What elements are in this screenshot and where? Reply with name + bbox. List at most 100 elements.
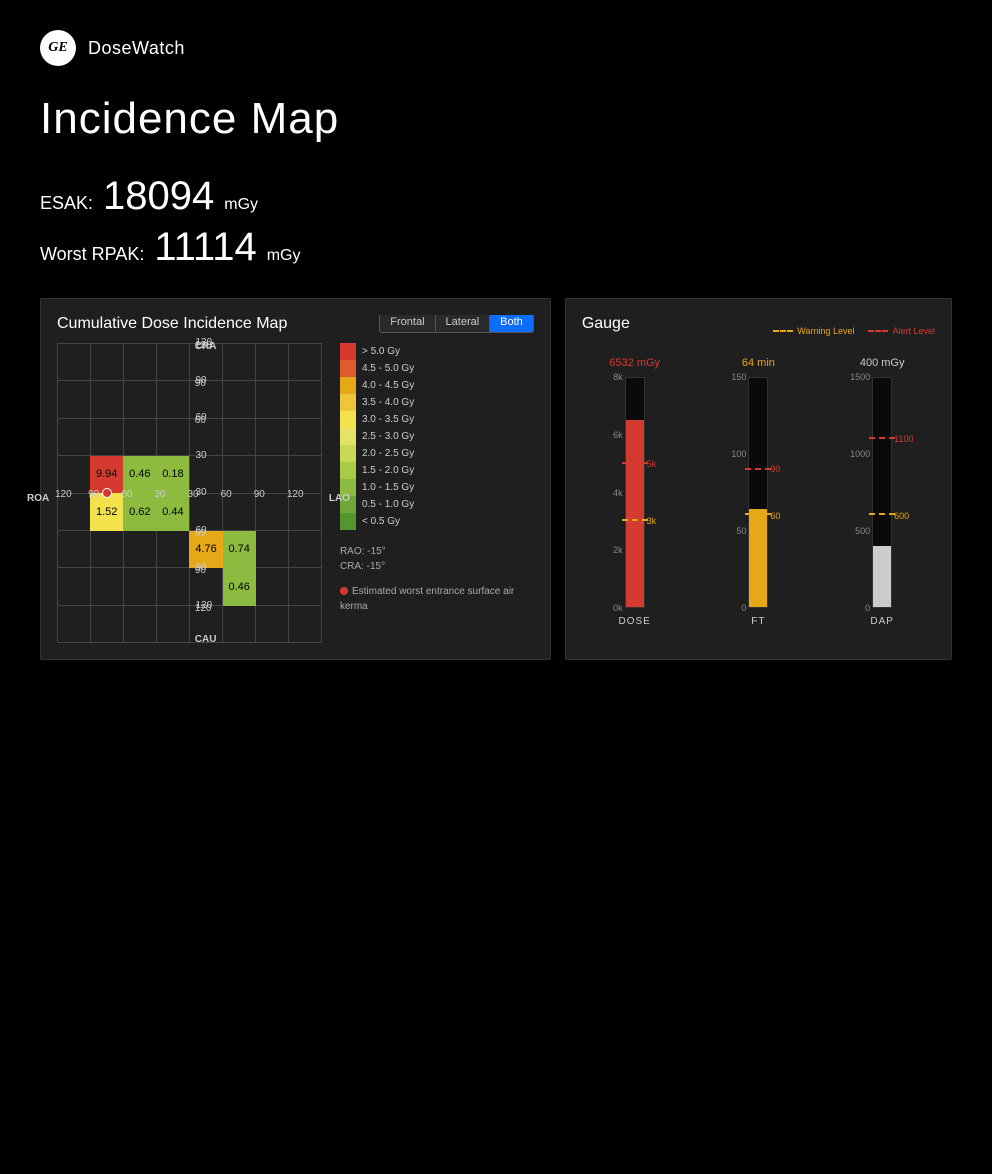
metric-esak: ESAK: 18094 mGy — [40, 174, 952, 219]
gauge-tick: 1000 — [850, 449, 870, 459]
axis-label: 60 — [195, 412, 206, 423]
axis-label: ROA — [27, 493, 49, 504]
legend-row: 0.5 - 1.0 Gy — [340, 496, 534, 513]
gauge-alert-label: 1100 — [894, 434, 913, 444]
axis-label: LAO — [329, 493, 350, 504]
heatmap-cell[interactable]: 0.18 — [156, 456, 189, 494]
legend-swatch-icon — [340, 360, 356, 377]
gauge-tick: 100 — [731, 449, 746, 459]
marker-note-row: Estimated worst entrance surface air ker… — [340, 584, 534, 614]
heatmap-legend: > 5.0 Gy 4.5 - 5.0 Gy 4.0 - 4.5 Gy 3.5 - 4.… — [340, 343, 534, 643]
panel-title: Gauge — [582, 315, 630, 333]
gauge-track[interactable]: 0501001506090 — [706, 377, 812, 608]
legend-row: 4.0 - 4.5 Gy — [340, 377, 534, 394]
metric-value: 18094 — [103, 174, 214, 219]
legend-swatch-icon — [340, 411, 356, 428]
legend-row: > 5.0 Gy — [340, 343, 534, 360]
gauge-fill — [749, 509, 767, 607]
legend-row: < 0.5 Gy — [340, 513, 534, 530]
gauge-warn-label: 600 — [894, 511, 909, 521]
app-header: GE DoseWatch — [40, 30, 952, 66]
legend-label: 4.0 - 4.5 Gy — [362, 380, 414, 391]
gauge-dap: 400 mGy0500100015006001100DAP — [829, 357, 935, 627]
gauge-ft: 64 min0501001506090FT — [706, 357, 812, 627]
gauge-warn-label: 3k — [647, 516, 657, 526]
metric-worst-rpak: Worst RPAK: 11114 mGy — [40, 225, 952, 270]
heatmap-grid[interactable]: 9.940.460.181.520.620.444.760.740.46CRAC… — [57, 343, 322, 643]
legend-info-line: CRA: -15° — [340, 559, 534, 574]
gauge-value: 400 mGy — [860, 357, 905, 371]
metric-label: Worst RPAK: — [40, 244, 144, 265]
legend-swatch-icon — [340, 513, 356, 530]
gauge-panel: Gauge Warning Level Alert Level 6532 mGy… — [565, 298, 952, 660]
metric-label: ESAK: — [40, 193, 93, 214]
legend-info-line: RAO: -15° — [340, 544, 534, 559]
legend-alert: Alert Level — [868, 326, 935, 336]
gauge-tick: 0k — [613, 603, 623, 613]
legend-swatch-icon — [340, 462, 356, 479]
gauge-legend: Warning Level Alert Level — [773, 326, 935, 336]
axis-label: CAU — [195, 634, 217, 645]
gauge-warn-line — [869, 513, 895, 515]
view-toggle-lateral[interactable]: Lateral — [436, 315, 491, 332]
gauge-name: DOSE — [619, 616, 651, 627]
ge-logo-icon: GE — [40, 30, 76, 66]
legend-row: 3.0 - 3.5 Gy — [340, 411, 534, 428]
gauge-tick: 4k — [613, 488, 623, 498]
metric-unit: mGy — [224, 196, 258, 214]
marker-note: Estimated worst entrance surface air ker… — [340, 586, 514, 612]
view-toggle-frontal[interactable]: Frontal — [380, 315, 435, 332]
panel-title: Cumulative Dose Incidence Map — [57, 315, 287, 332]
axis-label: 90 — [195, 562, 206, 573]
axis-label: 30 — [154, 489, 165, 500]
legend-label: 1.5 - 2.0 Gy — [362, 465, 414, 476]
gauge-fill — [626, 420, 644, 607]
axis-label: 90 — [254, 489, 265, 500]
metrics-block: ESAK: 18094 mGy Worst RPAK: 11114 mGy — [40, 174, 952, 270]
gauge-fill — [873, 546, 891, 607]
gauge-tick: 500 — [855, 526, 870, 536]
app-name: DoseWatch — [88, 38, 185, 59]
heatmap-area: 9.940.460.181.520.620.444.760.740.46CRAC… — [57, 343, 534, 643]
view-toggle: FrontalLateralBoth — [379, 315, 534, 333]
axis-label: 90 — [195, 375, 206, 386]
view-toggle-both[interactable]: Both — [490, 315, 533, 332]
gauge-alert-label: 5k — [647, 459, 657, 469]
legend-label: 0.5 - 1.0 Gy — [362, 499, 414, 510]
axis-label: 120 — [55, 489, 72, 500]
gauge-track[interactable]: 0500100015006001100 — [829, 377, 935, 608]
axis-label: 60 — [221, 489, 232, 500]
legend-swatch-icon — [340, 445, 356, 462]
gauge-tick: 8k — [613, 372, 623, 382]
axis-label: 90 — [88, 489, 99, 500]
legend-label: 3.5 - 4.0 Gy — [362, 397, 414, 408]
gauge-warn-line — [745, 513, 771, 515]
page-title: Incidence Map — [40, 94, 952, 144]
metric-unit: mGy — [267, 247, 301, 265]
heatmap-cell[interactable]: 0.46 — [223, 568, 256, 606]
heatmap-cell[interactable]: 0.46 — [123, 456, 156, 494]
gauge-alert-line — [869, 437, 895, 439]
gauge-tick: 150 — [731, 372, 746, 382]
gauge-alert-line — [622, 462, 648, 464]
axis-label: 30 — [195, 487, 206, 498]
gauge-track[interactable]: 0k2k4k6k8k3k5k — [582, 377, 688, 608]
gauges: 6532 mGy0k2k4k6k8k3k5kDOSE64 min05010015… — [582, 357, 935, 627]
panel-header: Cumulative Dose Incidence Map FrontalLat… — [57, 315, 534, 333]
legend-warning: Warning Level — [773, 326, 854, 336]
gauge-tick: 50 — [736, 526, 746, 536]
legend-row: 2.5 - 3.0 Gy — [340, 428, 534, 445]
axis-label: 120 — [195, 337, 212, 348]
legend-swatch-icon — [340, 428, 356, 445]
heatmap-cell[interactable]: 0.74 — [223, 531, 256, 569]
legend-label: 3.0 - 3.5 Gy — [362, 414, 414, 425]
legend-label: 2.5 - 3.0 Gy — [362, 431, 414, 442]
legend-row: 4.5 - 5.0 Gy — [340, 360, 534, 377]
metric-value: 11114 — [154, 225, 256, 270]
panels-row: Cumulative Dose Incidence Map FrontalLat… — [40, 298, 952, 660]
legend-row: 1.0 - 1.5 Gy — [340, 479, 534, 496]
axis-label: 60 — [121, 489, 132, 500]
legend-row: 1.5 - 2.0 Gy — [340, 462, 534, 479]
legend-label: 4.5 - 5.0 Gy — [362, 363, 414, 374]
legend-label: < 0.5 Gy — [362, 516, 400, 527]
